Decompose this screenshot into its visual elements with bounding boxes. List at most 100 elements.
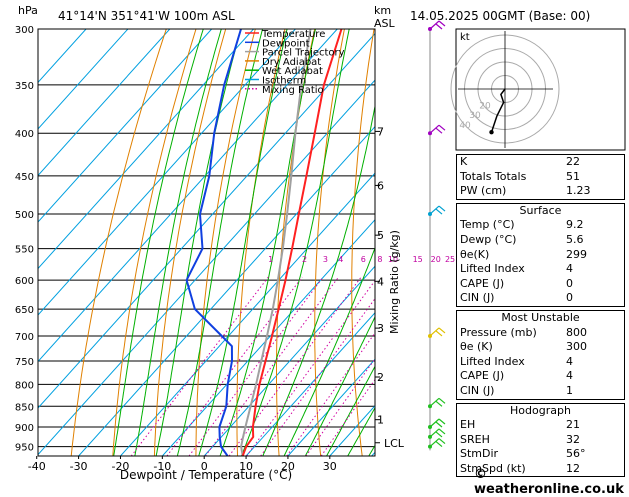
hodograph-param-row: EH 21: [457, 418, 624, 433]
most-unstable-value: 800: [566, 325, 587, 339]
isotherm-line: [38, 29, 254, 270]
wet-adiabat-line: [113, 29, 204, 456]
wind-barb: [429, 438, 446, 448]
pressure-tick-label: 850: [15, 402, 34, 413]
pressure-tick-label: 600: [15, 276, 34, 287]
mixing-ratio-line: [305, 357, 375, 456]
footer-credit[interactable]: © weatheronline.co.uk: [474, 467, 624, 497]
isotherm-line: [38, 29, 171, 177]
isotherm-line: [38, 29, 87, 84]
legend-label: Mixing Ratio: [262, 85, 324, 96]
hodograph-ring-label: 20: [479, 101, 491, 111]
asl-label: ASL: [374, 17, 396, 30]
pressure-tick-label: 400: [15, 129, 34, 140]
wind-barb: [429, 205, 446, 215]
index-label: PW (cm): [460, 184, 507, 198]
mixing-ratio-label: 6: [361, 255, 366, 264]
mixing-ratio-line: [204, 276, 339, 456]
hodograph-param-label: StmDir: [460, 447, 499, 461]
mixing-ratio-line: [260, 297, 375, 456]
surface-label: Dewp (°C): [460, 232, 517, 246]
km-tick-label: 4: [377, 275, 384, 288]
plot-frame: [37, 28, 376, 457]
legend-label: Parcel Trajectory: [262, 48, 345, 59]
legend-label: Dewpoint: [262, 38, 310, 49]
index-label: K: [460, 155, 468, 168]
surface-label: Temp (°C): [460, 218, 515, 232]
wind-barb-feather: [438, 428, 446, 435]
hodograph-param-row: SREH 32: [457, 433, 624, 448]
temperature-tick-label: -40: [28, 460, 46, 473]
km-tick-label: 6: [377, 179, 384, 192]
dry-adiabat-line: [112, 29, 197, 456]
km-tick-label: 7: [377, 125, 384, 138]
mixing-ratio-line: [320, 378, 375, 456]
most-unstable-value: 4: [566, 369, 573, 383]
most-unstable-row: Lifted Index 4: [457, 355, 624, 370]
km-tick-label: 2: [377, 371, 384, 384]
most-unstable-row: θe (K) 300: [457, 340, 624, 355]
wet-adiabat-line: [283, 246, 375, 456]
surface-label: Lifted Index: [460, 262, 525, 276]
most-unstable-row: Pressure (mb) 800: [457, 326, 624, 341]
hodograph-param-row: StmSpd (kt) 12: [457, 462, 624, 477]
indices-panel: K 22 Totals Totals 51 PW (cm) 1.23 Surface Te…: [456, 154, 625, 480]
wind-barb-feather: [438, 327, 446, 334]
mixing-ratio-label: 3: [323, 255, 328, 264]
km-tick-label: 3: [377, 322, 384, 335]
wind-barb-staff: [429, 124, 440, 134]
skewt-chart: 3003504004505005506006507007508008509009…: [15, 4, 626, 482]
index-row: K 22: [457, 155, 624, 170]
dry-adiabat-line: [195, 29, 256, 456]
pressure-tick-label: 950: [15, 443, 34, 454]
hodograph-param-label: SREH: [460, 432, 490, 446]
isotherm-line: [120, 172, 375, 456]
most-unstable-value: 1: [566, 383, 573, 397]
mixing-ratio-label: 10: [388, 255, 398, 264]
wet-adiabat-line: [198, 29, 288, 456]
surface-row: CAPE (J) 0: [457, 277, 624, 292]
wet-adiabat-line: [219, 29, 316, 456]
km-tick-label: 1: [377, 414, 384, 427]
isotherm-line: [161, 218, 375, 456]
mixing-ratio-label: 8: [377, 255, 382, 264]
pressure-tick-label: 350: [15, 81, 34, 92]
wind-barb: [429, 20, 446, 30]
surface-row: θe(K) 299: [457, 248, 624, 263]
temperature-tick-label: 20: [281, 460, 295, 473]
dry-adiabat-line: [153, 29, 227, 456]
isotherm-line: [38, 29, 338, 363]
temperature-tick-label: 30: [323, 460, 337, 473]
parcel-trajectory-profile: [240, 29, 312, 456]
surface-value: 4: [566, 262, 573, 276]
hodograph-param-label: StmSpd (kt): [460, 461, 526, 475]
wind-barb-feather: [438, 20, 446, 27]
wind-barb-column: [428, 20, 446, 451]
hodograph-param-value: 21: [566, 418, 580, 432]
datetime-title: 14.05.2025 00GMT (Base: 00): [410, 9, 590, 23]
wet-adiabat-line: [176, 29, 263, 456]
wind-barb-staff: [429, 418, 440, 428]
isotherm-line: [38, 29, 296, 316]
mixing-ratio-line: [246, 279, 375, 456]
hodograph-param-row: StmDir 56°: [457, 447, 624, 462]
wind-barb-staff: [429, 428, 440, 438]
surface-value: 0: [566, 291, 573, 305]
location-title: 41°14'N 351°41'W 100m ASL: [58, 9, 235, 23]
wet-adiabat-line: [347, 406, 375, 456]
most-unstable-label: θe (K): [460, 340, 493, 354]
mixing-ratio-label: 20: [431, 255, 441, 264]
surface-value: 9.2: [566, 218, 584, 232]
wind-barb: [429, 418, 446, 428]
hodograph-param-value: 32: [566, 432, 580, 446]
pressure-tick-label: 300: [15, 25, 34, 36]
isotherm-line: [38, 79, 375, 456]
surface-label: CAPE (J): [460, 276, 505, 290]
wind-barb: [429, 428, 446, 438]
axis-labels: 3003504004505005506006507007508008509009…: [15, 25, 455, 473]
wind-barb-feather: [438, 438, 446, 445]
index-row: PW (cm) 1.23: [457, 184, 624, 199]
hodograph-unit-label: kt: [460, 32, 470, 43]
dewpoint-profile: [185, 29, 242, 456]
